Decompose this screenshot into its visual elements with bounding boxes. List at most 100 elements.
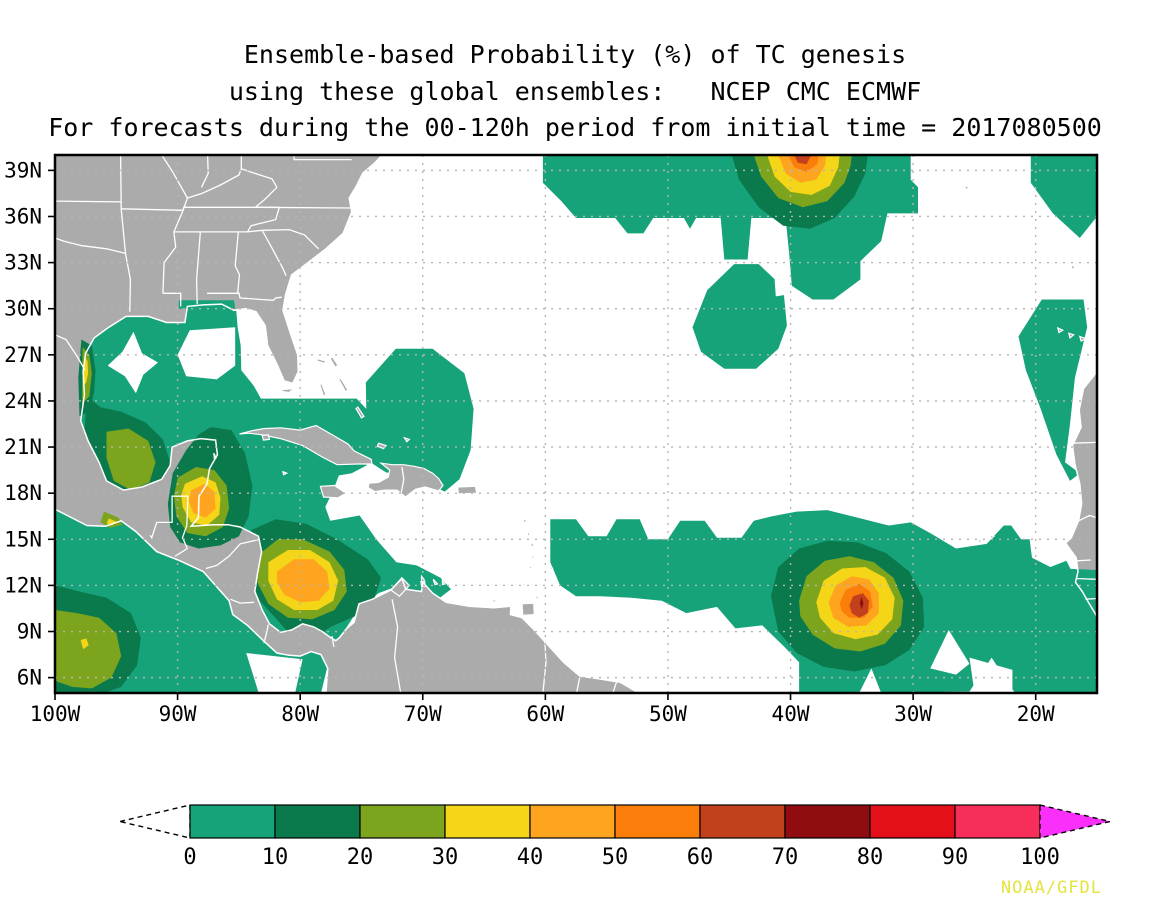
colorbar-cell — [189, 804, 276, 839]
island-eleuthera — [338, 376, 349, 393]
field-mid-atlantic-octagon — [692, 264, 787, 369]
y-axis-tick-label: 9N — [17, 620, 42, 644]
island-grand-bahama — [315, 357, 327, 365]
colorbar: 0 10 20 30 40 50 60 70 80 90 100 — [119, 804, 1111, 870]
x-axis-tick-label: 30W — [894, 702, 932, 726]
islands — [213, 184, 1088, 617]
panama-pacific-hole — [246, 653, 303, 693]
map-frame — [53, 153, 1099, 695]
colorbar-tick-label: 100 — [1020, 845, 1060, 870]
gulf-star-hole — [107, 331, 158, 394]
y-axis-tick-label: 27N — [4, 343, 42, 367]
y-axis-tick-label: 39N — [4, 158, 42, 182]
colorbar-tick-label: 90 — [942, 845, 969, 870]
field-epac-20 — [55, 610, 122, 689]
island-canary-1 — [1056, 326, 1064, 334]
x-axis-tick-label: 50W — [649, 702, 687, 726]
island-florida-keys — [277, 387, 296, 394]
field-storm-b-70 — [859, 596, 864, 610]
island-martinique — [529, 539, 536, 548]
colorbar-tick-label: 40 — [517, 845, 544, 870]
x-axis-tick-label: 60W — [526, 702, 564, 726]
coastlines — [55, 155, 1097, 693]
atlantic-hole-23w — [969, 657, 1013, 693]
island-barbados — [549, 564, 554, 572]
axis-labels: 100W 90W 80W 70W 60W 50W 40W 30W 20W 39N 36N 33N 30N… — [4, 158, 1055, 726]
colorbar-over-arrow — [1039, 804, 1111, 839]
x-axis-tick-label: 90W — [159, 702, 197, 726]
field-epac-30-dot — [80, 638, 89, 650]
island-curacao — [432, 578, 439, 586]
y-axis-tick-label: 36N — [4, 204, 42, 228]
field-white-holes — [107, 262, 1013, 693]
colorbar-under-arrow — [119, 804, 191, 839]
x-axis-tick-label: 20W — [1017, 702, 1055, 726]
colorbar-cell — [359, 804, 446, 839]
colorbar-cell — [699, 804, 786, 839]
y-axis-tick-label: 24N — [4, 389, 42, 413]
gulf-wedge-hole — [177, 327, 236, 380]
americas-land — [55, 155, 637, 693]
island-guadeloupe — [522, 517, 529, 525]
island-grenada — [522, 580, 527, 588]
colorbar-tick-label: 70 — [772, 845, 799, 870]
agency-credit: NOAA/GFDL — [1000, 878, 1102, 898]
island-st-lucia — [531, 552, 536, 560]
chart-title-line3: For forecasts during the 00-120h period … — [48, 113, 1102, 142]
colorbar-cell — [529, 804, 616, 839]
colorbar-cell — [274, 804, 361, 839]
chart-title-line1: Ensemble-based Probability (%) of TC gen… — [243, 40, 907, 69]
island-hispaniola — [367, 462, 444, 498]
island-st-vincent — [528, 562, 533, 571]
island-puerto-rico — [457, 485, 478, 495]
y-axis-tick-label: 12N — [4, 573, 42, 597]
island-andros — [319, 382, 327, 398]
island-long-island — [355, 406, 365, 419]
colorbar-tick-label: 60 — [687, 845, 714, 870]
field-campeche-20 — [106, 428, 156, 491]
colorbar-cell — [954, 804, 1041, 839]
colorbar-tick-label: 80 — [857, 845, 884, 870]
probability-field-overland — [78, 300, 1097, 693]
field-ne-corner — [1030, 155, 1097, 238]
field-belize-40 — [188, 483, 216, 518]
island-cape-verde-2 — [977, 538, 984, 545]
field-storm-a-60 — [794, 155, 812, 165]
island-tobago — [534, 594, 541, 601]
y-axis-tick-label: 6N — [17, 666, 42, 690]
x-axis-tick-label: 80W — [281, 702, 319, 726]
island-jamaica — [319, 484, 348, 499]
colorbar-tick-label: 20 — [347, 845, 374, 870]
island-abaco — [329, 355, 340, 368]
island-dominica — [526, 529, 531, 538]
colorbar-cell — [444, 804, 531, 839]
island-bonaire — [441, 579, 446, 586]
island-canary-2 — [1067, 332, 1075, 339]
colorbar-cell — [614, 804, 701, 839]
y-axis-tick-label: 18N — [4, 481, 42, 505]
field-nicaragua-40 — [276, 559, 330, 603]
colorbar-cell — [784, 804, 871, 839]
y-axis-tick-label: 33N — [4, 251, 42, 275]
island-cuba — [239, 424, 373, 466]
colorbar-tick-label: 50 — [602, 845, 629, 870]
x-axis-tick-label: 100W — [30, 702, 81, 726]
atlantic-notch-41w — [773, 262, 796, 297]
y-axis-tick-label: 30N — [4, 297, 42, 321]
y-axis-tick-label: 15N — [4, 527, 42, 551]
island-azores — [963, 184, 971, 191]
political-borders — [55, 155, 1097, 693]
field-storm-b-60 — [849, 593, 869, 618]
chart-title-line2: using these global ensembles: NCEP CMC E… — [228, 77, 922, 106]
island-turks — [403, 436, 411, 443]
x-axis-tick-label: 70W — [404, 702, 442, 726]
colorbar-tick-label: 10 — [262, 845, 289, 870]
x-axis-tick-label: 40W — [772, 702, 810, 726]
colorbar-tick-label: 0 — [183, 845, 196, 870]
graticule — [55, 155, 1097, 693]
island-isla-juventud — [261, 434, 271, 441]
island-margarita — [489, 598, 500, 604]
island-cape-verde-1 — [989, 533, 996, 540]
